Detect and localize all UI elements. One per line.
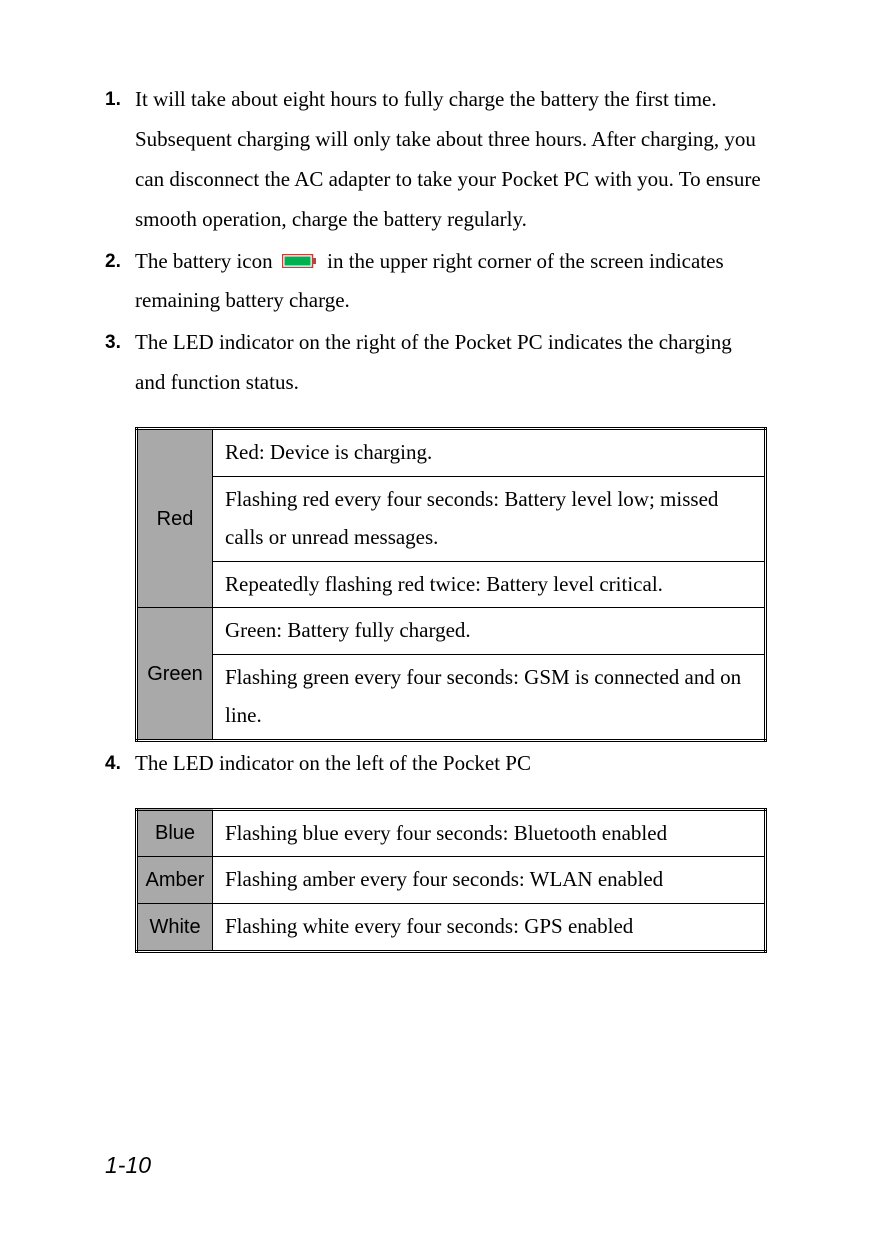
list-number: 2.	[105, 244, 121, 280]
battery-level	[284, 256, 310, 265]
table-row: Repeatedly flashing red twice: Battery l…	[137, 561, 766, 608]
led-description: Green: Battery fully charged.	[213, 608, 766, 655]
list-item: 1. It will take about eight hours to ful…	[105, 80, 767, 240]
led-left-table: Blue Flashing blue every four seconds: B…	[135, 808, 767, 953]
list-item: 4. The LED indicator on the left of the …	[105, 744, 767, 953]
list-number: 3.	[105, 325, 121, 361]
table-row: White Flashing white every four seconds:…	[137, 904, 766, 952]
page-number: 1-10	[105, 1144, 151, 1188]
led-description: Red: Device is charging.	[213, 429, 766, 477]
list-text: It will take about eight hours to fully …	[135, 87, 761, 231]
table-row: Amber Flashing amber every four seconds:…	[137, 857, 766, 904]
list-text-before: The battery icon	[135, 249, 278, 273]
table-row: Flashing red every four seconds: Battery…	[137, 476, 766, 561]
led-description: Flashing red every four seconds: Battery…	[213, 476, 766, 561]
led-color-label: Blue	[137, 809, 213, 857]
list-item: 3. The LED indicator on the right of the…	[105, 323, 767, 741]
led-color-label: White	[137, 904, 213, 952]
page: 1. It will take about eight hours to ful…	[0, 0, 872, 1238]
led-description: Flashing white every four seconds: GPS e…	[213, 904, 766, 952]
table-row: Red Red: Device is charging.	[137, 429, 766, 477]
led-description: Repeatedly flashing red twice: Battery l…	[213, 561, 766, 608]
led-color-label: Amber	[137, 857, 213, 904]
table-row: Blue Flashing blue every four seconds: B…	[137, 809, 766, 857]
led-description: Flashing blue every four seconds: Blueto…	[213, 809, 766, 857]
table-row: Green Green: Battery fully charged.	[137, 608, 766, 655]
battery-icon	[282, 254, 316, 268]
battery-tip	[313, 258, 316, 264]
numbered-list: 1. It will take about eight hours to ful…	[105, 80, 767, 953]
list-item: 2. The battery icon in the upper right c…	[105, 242, 767, 322]
list-text: The LED indicator on the left of the Poc…	[135, 751, 531, 775]
led-description: Flashing amber every four seconds: WLAN …	[213, 857, 766, 904]
led-color-label: Green	[137, 608, 213, 740]
led-color-label: Red	[137, 429, 213, 608]
list-text: The LED indicator on the right of the Po…	[135, 330, 732, 394]
list-number: 1.	[105, 82, 121, 118]
led-description: Flashing green every four seconds: GSM i…	[213, 655, 766, 741]
list-number: 4.	[105, 746, 121, 782]
table-row: Flashing green every four seconds: GSM i…	[137, 655, 766, 741]
led-right-table: Red Red: Device is charging. Flashing re…	[135, 427, 767, 742]
